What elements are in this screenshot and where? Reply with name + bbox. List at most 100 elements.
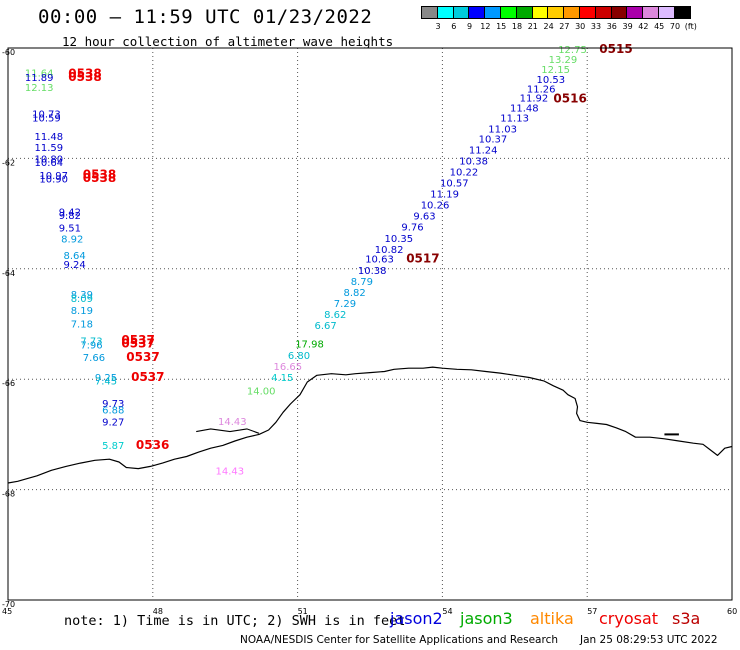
wave-height-label: 8.39 — [71, 290, 93, 301]
y-tick-label: -62 — [2, 158, 15, 167]
wave-height-label: 10.35 — [385, 234, 414, 245]
wave-height-label: 6.67 — [315, 321, 337, 332]
wave-height-label: 9.51 — [59, 223, 81, 234]
pass-time-label: 0537 — [121, 333, 154, 347]
wave-height-label: 9.76 — [401, 223, 423, 234]
wave-height-label: 7.73 — [80, 336, 102, 347]
island-outline — [196, 428, 260, 434]
wave-height-label: 8.82 — [344, 288, 366, 299]
wave-height-label: 9.82 — [59, 211, 81, 222]
map-frame — [7, 47, 733, 601]
legend-jason2: jason2 — [390, 609, 443, 628]
wave-height-label: 11.26 — [527, 85, 556, 96]
x-tick-label: 54 — [442, 607, 452, 616]
y-tick-label: -70 — [2, 600, 15, 609]
wave-height-label: 4.15 — [271, 373, 293, 384]
wave-height-label: 13.29 — [549, 55, 578, 66]
axis-ticks: 45 48 51 54 57 60 -60 -62 -64 -66 -68 -70 — [2, 48, 737, 616]
colorbar-label: 45 — [654, 22, 665, 31]
wave-height-label: 8.09 — [71, 294, 93, 305]
y-tick-label: -68 — [2, 490, 15, 499]
wave-height-label: 11.24 — [469, 145, 498, 156]
x-tick-label: 51 — [298, 607, 308, 616]
x-tick-label: 45 — [2, 607, 12, 616]
colorbar-label: 42 — [638, 22, 649, 31]
wave-height-label: 12.13 — [25, 83, 54, 94]
wave-height-label: 7.96 — [80, 340, 102, 351]
coastline — [7, 366, 733, 484]
legend-jason3: jason3 — [460, 609, 513, 628]
x-tick-label: 57 — [587, 607, 597, 616]
wave-height-label: 7.18 — [71, 319, 93, 330]
colorbar-label: 30 — [575, 22, 586, 31]
pass-time-label: 0538 — [68, 66, 101, 80]
wave-height-label: 9.42 — [59, 207, 81, 218]
legend-cryosat: cryosat — [599, 609, 659, 628]
wave-height-label: 6.88 — [102, 405, 124, 416]
wave-height-label: 6.80 — [288, 351, 310, 362]
wave-height-label: 9.24 — [64, 260, 86, 271]
wave-height-label: 8.19 — [71, 306, 93, 317]
wave-height-label: 11.89 — [25, 73, 54, 84]
colorbar-label: 6 — [451, 22, 457, 31]
wave-height-label: 11.48 — [510, 104, 539, 115]
wave-height-label: 10.73 — [32, 110, 61, 121]
wave-height-label: 9.73 — [102, 399, 124, 410]
wave-height-colorbar — [421, 6, 691, 19]
wave-height-label: 11.03 — [488, 125, 517, 136]
wave-height-label: 10.82 — [375, 245, 404, 256]
colorbar-swatch — [673, 6, 691, 19]
wave-height-label: 12.75 — [558, 45, 587, 56]
pass-time-label: 0538 — [83, 171, 116, 185]
wave-height-label: 9.27 — [102, 418, 124, 429]
wave-height-label: 10.53 — [537, 75, 566, 86]
wave-height-label: 11.64 — [25, 69, 54, 80]
pass-time-label: 0537 — [126, 350, 159, 364]
wave-height-label: 16.65 — [274, 362, 303, 373]
pass-time-label: 0537 — [131, 370, 164, 384]
pass-time-label: 0515 — [599, 42, 632, 56]
wave-height-label: 11.92 — [520, 94, 549, 105]
wave-height-label: 14.00 — [247, 387, 276, 398]
pass-time-label: 0517 — [406, 252, 439, 266]
wave-height-label: 11.59 — [35, 143, 64, 154]
wave-height-label: 8.62 — [324, 310, 346, 321]
wave-height-label: 10.59 — [32, 113, 61, 124]
colorbar-label: 27 — [559, 22, 570, 31]
map-subtitle: 12 hour collection of altimeter wave hei… — [62, 34, 394, 49]
wave-height-label: 8.64 — [64, 251, 86, 262]
wave-height-label: 11.48 — [35, 132, 64, 143]
pass-time-label: 0536 — [136, 438, 169, 452]
legend-s3a: s3a — [672, 609, 701, 628]
legend-altika: altika — [530, 609, 574, 628]
wave-height-label: 10.57 — [440, 179, 469, 190]
timestamp: Jan 25 08:29:53 UTC 2022 — [580, 634, 718, 646]
wave-height-label: 10.80 — [35, 154, 64, 165]
wave-height-label: 12.15 — [541, 65, 570, 76]
colorbar-label: 39 — [622, 22, 633, 31]
wave-height-label: 11.13 — [500, 113, 529, 124]
coastline-path — [7, 366, 733, 484]
colorbar-label: 3 — [435, 22, 441, 31]
wave-height-label: 10.90 — [39, 175, 68, 186]
colorbar-label: 33 — [590, 22, 602, 31]
wave-height-label: 10.97 — [39, 171, 68, 182]
y-tick-label: -66 — [2, 379, 15, 388]
wave-height-label: 17.98 — [295, 340, 324, 351]
wave-height-label: 14.43 — [218, 417, 247, 428]
colorbar-label: 70 — [669, 22, 681, 31]
wave-height-label: 10.37 — [479, 134, 508, 145]
wave-height-label: 9.63 — [413, 212, 435, 223]
wave-height-label: 10.22 — [450, 168, 479, 179]
wave-height-label: 10.64 — [35, 158, 64, 169]
map-title: 00:00 – 11:59 UTC 01/23/2022 — [38, 6, 373, 28]
pass-time-label: 0538 — [68, 70, 101, 84]
wave-height-label: 10.38 — [459, 157, 488, 168]
pass-time-label: 0538 — [83, 167, 116, 181]
colorbar-label: 18 — [511, 22, 523, 31]
pass-time-label: 0516 — [553, 92, 586, 106]
colorbar-label: (ft) — [684, 22, 697, 31]
wave-height-label: 10.63 — [365, 255, 394, 266]
wave-height-label: 14.43 — [216, 467, 245, 478]
